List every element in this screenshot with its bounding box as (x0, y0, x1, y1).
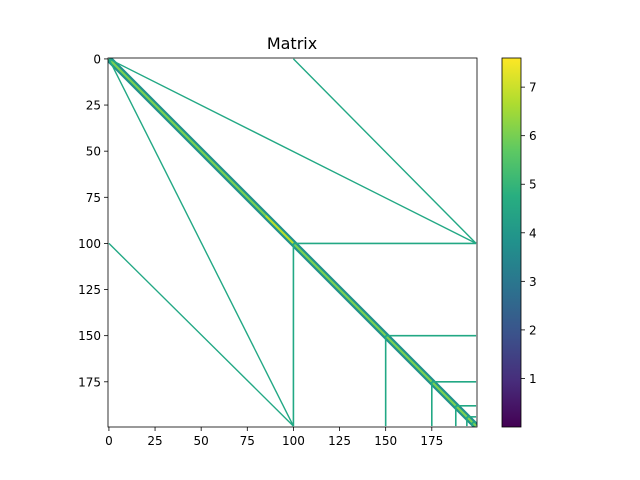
y-tick-label: 175 (78, 375, 101, 389)
x-tick-label: 150 (374, 434, 397, 448)
y-axis: 0 25 50 75 100 125 150 175 (78, 52, 108, 389)
y-tick-label: 100 (78, 237, 101, 251)
colorbar-tick-label: 4 (529, 226, 537, 240)
off-diagonal-line (292, 58, 477, 244)
colorbar-ticks: 1 2 3 4 5 6 7 (521, 81, 537, 386)
colorbar-tick-label: 5 (529, 178, 537, 192)
plot-frame (107, 57, 478, 428)
off-diagonal-line (108, 242, 294, 427)
chart-title: Matrix (267, 34, 317, 53)
y-tick-label: 50 (86, 145, 101, 159)
colorbar-tick-label: 3 (529, 275, 537, 289)
x-tick-label: 75 (240, 434, 255, 448)
off-diagonal-line (108, 58, 295, 427)
x-axis: 0 25 50 75 100 125 150 175 (105, 427, 443, 448)
colorbar-tick-label: 1 (529, 372, 537, 386)
diagonal-highlight (265, 215, 295, 245)
x-tick-label: 100 (282, 434, 305, 448)
x-tick-label: 0 (105, 434, 113, 448)
x-tick-label: 125 (328, 434, 351, 448)
x-tick-label: 50 (194, 434, 209, 448)
colorbar-tick-label: 7 (529, 81, 537, 95)
x-tick-label: 175 (420, 434, 443, 448)
off-diagonal-line (108, 58, 477, 245)
colorbar-gradient (501, 57, 522, 428)
colorbar-tick-label: 2 (529, 323, 537, 337)
y-tick-label: 125 (78, 283, 101, 297)
colorbar-tick-label: 6 (529, 129, 537, 143)
matrix-plot: 0 25 50 75 100 125 150 175 0 25 50 75 100 125 150 175 (78, 52, 478, 448)
y-tick-label: 75 (86, 191, 101, 205)
y-tick-label: 0 (93, 52, 101, 66)
y-tick-label: 25 (86, 99, 101, 113)
x-tick-label: 25 (147, 434, 162, 448)
matrix-marks (108, 58, 477, 427)
colorbar: 1 2 3 4 5 6 7 (501, 57, 537, 428)
y-tick-label: 150 (78, 329, 101, 343)
